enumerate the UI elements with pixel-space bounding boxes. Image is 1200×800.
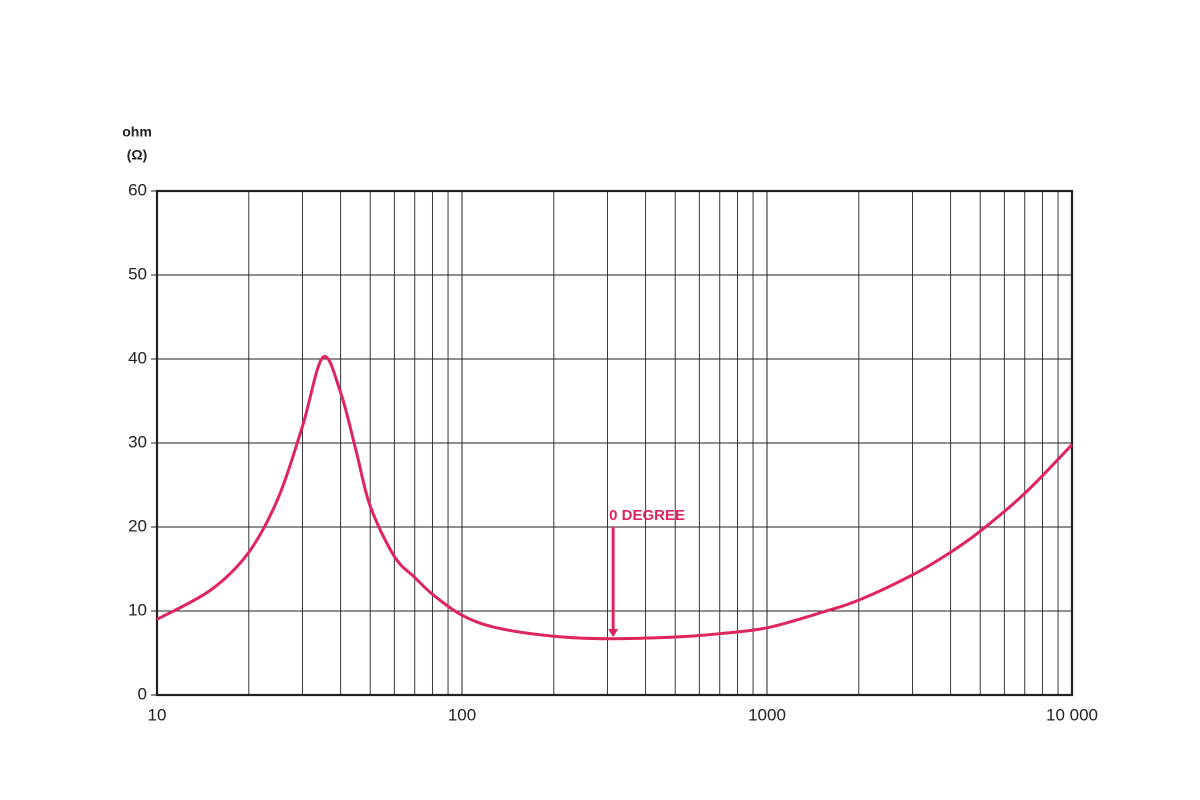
y-tick-label: 10 bbox=[128, 600, 147, 619]
y-axis-unit: (Ω) bbox=[127, 147, 148, 163]
y-tick-label: 50 bbox=[128, 264, 147, 283]
annotation-text: 0 DEGREE bbox=[609, 507, 685, 524]
y-tick-label: 30 bbox=[128, 432, 147, 451]
x-tick-label: 100 bbox=[448, 705, 476, 724]
y-tick-label: 40 bbox=[128, 348, 147, 367]
impedance-line bbox=[156, 355, 1074, 641]
y-tick-label: 20 bbox=[128, 516, 147, 535]
x-tick-label: 10 bbox=[148, 705, 167, 724]
x-tick-label: 10 000 bbox=[1046, 705, 1098, 724]
y-tick-label: 60 bbox=[128, 180, 147, 199]
plot-frame bbox=[155, 189, 1074, 697]
annotation-arrowhead bbox=[608, 629, 619, 638]
y-tick-label: 0 bbox=[138, 684, 147, 703]
y-axis-label: ohm bbox=[122, 124, 152, 140]
x-tick-label: 1000 bbox=[748, 705, 786, 724]
